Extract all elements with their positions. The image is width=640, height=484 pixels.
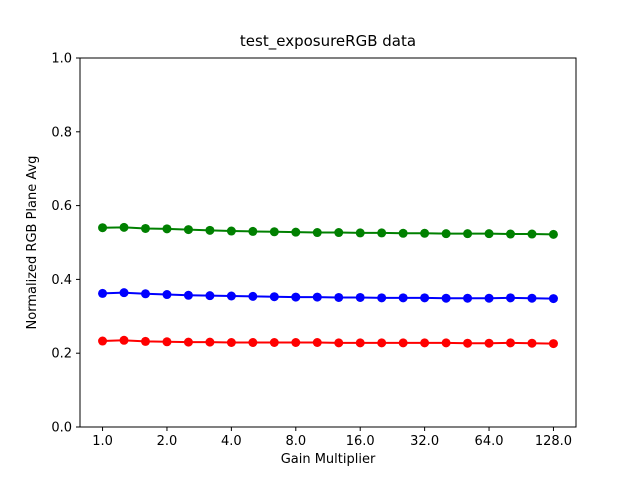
series-red-plane-marker: [98, 336, 108, 346]
series-blue-plane-marker: [291, 292, 301, 302]
series-green-plane-marker: [527, 229, 537, 239]
series-red-plane-marker: [162, 337, 172, 347]
series-blue-plane-marker: [420, 293, 430, 303]
y-tick-label: 0.8: [51, 125, 72, 140]
series-green-plane-marker: [140, 223, 150, 233]
series-red-plane-marker: [377, 338, 387, 348]
series-red-plane-marker: [548, 339, 558, 349]
series-green-plane-marker: [484, 229, 494, 239]
y-axis-label: Normalized RGB Plane Avg: [25, 156, 40, 330]
series-red-plane-marker: [355, 338, 365, 348]
x-tick-label: 8.0: [285, 434, 306, 449]
series-red-plane-marker: [441, 338, 451, 348]
series-red-plane-marker: [484, 338, 494, 348]
series-blue-plane-marker: [312, 292, 322, 302]
series-green-plane-marker: [226, 226, 236, 236]
series-red-plane-marker: [506, 338, 516, 348]
series-blue-plane-marker: [548, 294, 558, 304]
series-red-plane-marker: [226, 338, 236, 347]
series-blue-plane-marker: [269, 292, 279, 302]
series-blue-plane-marker: [398, 293, 408, 303]
series-blue-plane-marker: [205, 291, 215, 301]
series-green-plane-marker: [183, 225, 193, 235]
series-red-plane-marker: [119, 335, 129, 345]
series-blue-plane-marker: [248, 291, 258, 301]
series-green-plane-marker: [98, 223, 108, 233]
series-red-plane-marker: [269, 338, 279, 347]
series-green-plane-marker: [506, 229, 516, 239]
series-red-plane-marker: [463, 338, 473, 348]
series-blue-plane-marker: [506, 293, 516, 303]
x-tick-label: 64.0: [475, 434, 504, 449]
y-tick-label: 0.0: [51, 421, 72, 436]
y-tick-label: 1.0: [51, 52, 72, 67]
series-green-plane-marker: [269, 227, 279, 237]
series-blue-plane-marker: [226, 291, 236, 301]
plot-border: [79, 57, 577, 428]
y-tick-label: 0.6: [51, 199, 72, 214]
x-tick-label: 32.0: [410, 434, 439, 449]
series-blue-plane-marker: [162, 290, 172, 300]
series-green-plane-line: [102, 226, 554, 236]
series-blue-plane-marker: [527, 293, 537, 303]
series-blue-plane-line: [102, 291, 554, 300]
series-red-plane-line: [102, 339, 554, 345]
series-green-plane-marker: [355, 228, 365, 238]
series-green-plane-marker: [420, 228, 430, 238]
x-tick-label: 4.0: [221, 434, 242, 449]
series-red-plane-marker: [248, 338, 258, 347]
x-axis-label: Gain Multiplier: [281, 452, 376, 467]
series-red-plane-marker: [291, 338, 301, 347]
series-green-plane-marker: [119, 222, 129, 232]
series-blue-plane-marker: [463, 293, 473, 303]
series-blue-plane-marker: [355, 292, 365, 302]
y-tick-label: 0.4: [51, 273, 72, 288]
series-blue-plane-marker: [183, 290, 193, 300]
y-tick-label: 0.2: [51, 347, 72, 362]
series-red-plane-marker: [527, 338, 537, 348]
series-green-plane-marker: [441, 229, 451, 239]
series-green-plane-marker: [162, 224, 172, 234]
series-red-plane-marker: [312, 338, 322, 347]
series-green-plane-marker: [548, 229, 558, 239]
x-tick-label: 16.0: [346, 434, 375, 449]
series-blue-plane-marker: [484, 293, 494, 303]
series-red-plane-marker: [205, 337, 215, 347]
x-tick-label: 2.0: [157, 434, 178, 449]
series-blue-plane-marker: [377, 293, 387, 303]
x-tick-label: 1.0: [92, 434, 113, 449]
series-blue-plane-marker: [119, 288, 129, 298]
series-green-plane-marker: [291, 227, 301, 237]
series-blue-plane-marker: [334, 292, 344, 302]
series-green-plane-marker: [377, 228, 387, 238]
x-tick-label: 128.0: [535, 434, 572, 449]
chart-title: test_exposureRGB data: [240, 32, 416, 51]
series-blue-plane-marker: [441, 293, 451, 303]
series-green-plane-marker: [312, 228, 322, 238]
series-red-plane-marker: [140, 336, 150, 346]
series-blue-plane-marker: [140, 289, 150, 299]
series-green-plane-marker: [248, 226, 258, 236]
series-blue-plane-marker: [98, 288, 108, 298]
series-green-plane-marker: [398, 228, 408, 238]
series-green-plane-marker: [463, 229, 473, 239]
series-green-plane-marker: [334, 228, 344, 238]
series-red-plane-marker: [183, 337, 193, 347]
series-green-plane-marker: [205, 225, 215, 235]
series-red-plane-marker: [334, 338, 344, 348]
series-red-plane-marker: [398, 338, 408, 348]
series-red-plane-marker: [420, 338, 430, 348]
